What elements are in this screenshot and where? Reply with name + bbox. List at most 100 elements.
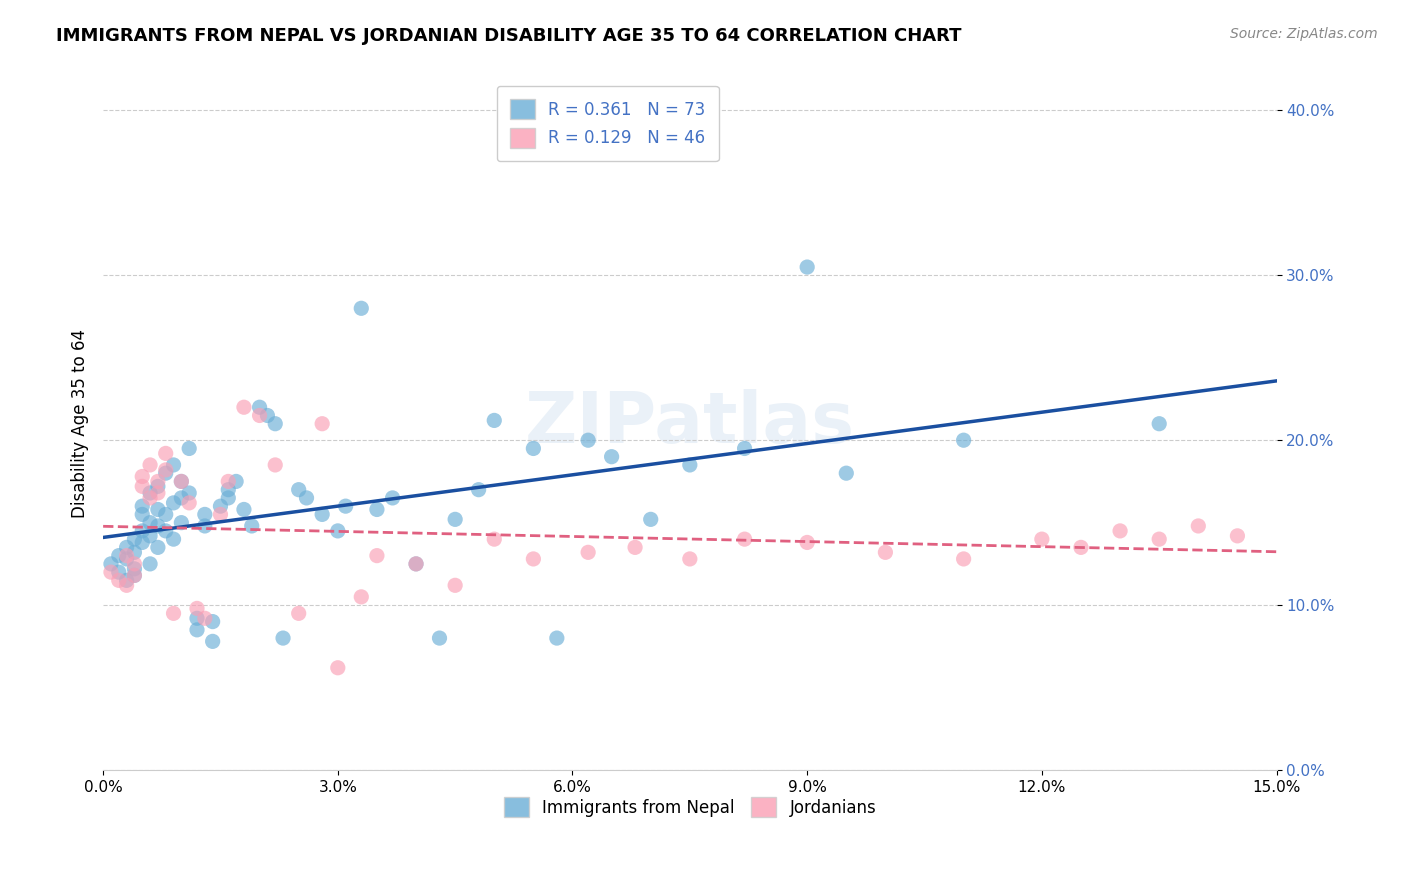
Point (201, 615, 224, 629)
Point (179, 442, 201, 456)
Point (796, 535, 818, 549)
Point (115, 552, 138, 566)
Point (124, 557, 146, 571)
Point (186, 601, 208, 615)
Point (194, 611, 217, 625)
Point (381, 491, 404, 505)
Point (249, 401, 271, 415)
Point (107, 549, 129, 563)
Point (522, 442, 544, 456)
Point (139, 516, 162, 530)
Point (217, 483, 239, 497)
Point (240, 519, 263, 533)
Point (131, 508, 153, 522)
Text: Source: ZipAtlas.com: Source: ZipAtlas.com (1230, 27, 1378, 41)
Point (484, 413, 506, 427)
Point (139, 529, 162, 543)
Point (405, 557, 427, 571)
Point (952, 552, 974, 566)
Point (256, 409, 278, 423)
Point (115, 541, 138, 555)
Point (546, 631, 568, 645)
Point (162, 458, 184, 472)
Point (170, 475, 193, 489)
Point (366, 549, 388, 563)
Point (209, 499, 232, 513)
Point (600, 450, 623, 464)
Point (170, 491, 193, 505)
Point (146, 519, 169, 533)
Point (287, 483, 309, 497)
Point (179, 486, 201, 500)
Point (186, 623, 208, 637)
Point (115, 574, 138, 588)
Point (155, 446, 177, 460)
Text: IMMIGRANTS FROM NEPAL VS JORDANIAN DISABILITY AGE 35 TO 64 CORRELATION CHART: IMMIGRANTS FROM NEPAL VS JORDANIAN DISAB… (56, 27, 962, 45)
Point (131, 535, 153, 549)
Point (350, 590, 373, 604)
Point (311, 417, 333, 431)
Point (107, 574, 129, 588)
Point (131, 499, 153, 513)
Point (139, 557, 162, 571)
Point (107, 565, 129, 579)
Point (162, 607, 184, 621)
Point (249, 409, 271, 423)
Point (155, 524, 177, 538)
Point (444, 578, 467, 592)
Point (131, 524, 153, 538)
Y-axis label: Disability Age 35 to 64: Disability Age 35 to 64 (72, 329, 89, 518)
Point (271, 631, 294, 645)
Point (311, 508, 333, 522)
Point (139, 458, 162, 472)
Point (170, 516, 193, 530)
Point (100, 565, 122, 579)
Point (405, 557, 427, 571)
Point (115, 549, 138, 563)
Point (131, 469, 153, 483)
Point (1109, 524, 1132, 538)
Point (576, 545, 599, 559)
Text: ZIPatlas: ZIPatlas (524, 389, 855, 458)
Point (350, 301, 373, 316)
Point (952, 434, 974, 448)
Point (484, 532, 506, 546)
Point (522, 552, 544, 566)
Point (139, 491, 162, 505)
Point (124, 568, 146, 582)
Point (201, 634, 224, 648)
Point (1147, 417, 1170, 431)
Point (679, 458, 702, 472)
Point (1187, 519, 1209, 533)
Point (225, 475, 247, 489)
Point (1147, 532, 1170, 546)
Point (796, 260, 818, 274)
Point (335, 499, 357, 513)
Point (124, 532, 146, 546)
Point (124, 545, 146, 559)
Point (326, 661, 349, 675)
Point (131, 479, 153, 493)
Point (366, 502, 388, 516)
Point (217, 475, 239, 489)
Point (170, 475, 193, 489)
Point (734, 442, 756, 456)
Point (1070, 541, 1092, 555)
Point (139, 486, 162, 500)
Point (146, 502, 169, 516)
Point (155, 466, 177, 480)
Point (146, 479, 169, 493)
Point (875, 545, 897, 559)
Point (835, 466, 858, 480)
Point (444, 512, 467, 526)
Point (146, 541, 169, 555)
Point (124, 568, 146, 582)
Point (100, 557, 122, 571)
Point (264, 417, 287, 431)
Point (155, 508, 177, 522)
Point (155, 463, 177, 477)
Point (162, 496, 184, 510)
Point (194, 519, 217, 533)
Point (326, 524, 349, 538)
Point (1031, 532, 1053, 546)
